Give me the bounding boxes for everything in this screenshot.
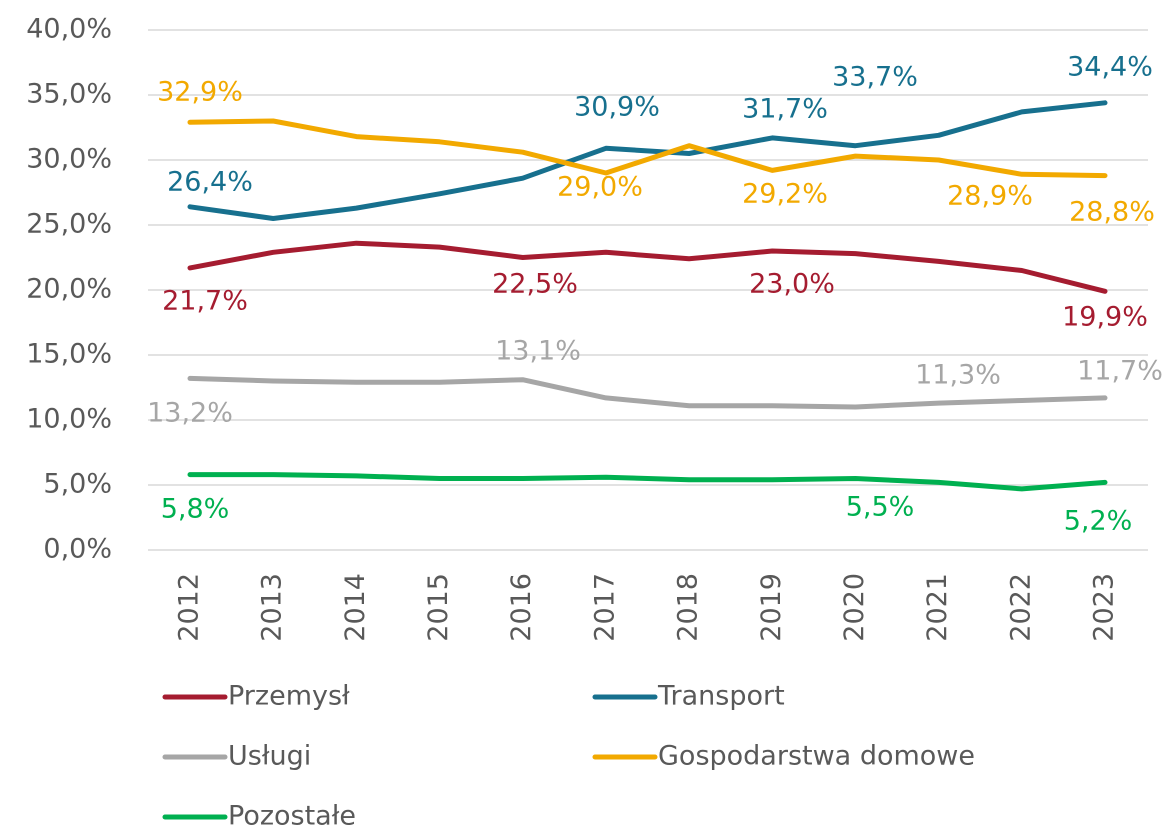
data-label: 19,9%	[1062, 302, 1148, 333]
x-tick-label: 2021	[922, 573, 953, 642]
data-label: 5,5%	[846, 492, 915, 523]
series-line	[187, 472, 1108, 492]
y-tick-label: 30,0%	[26, 144, 112, 175]
y-tick-label: 5,0%	[43, 469, 112, 500]
series-line	[187, 240, 1108, 294]
x-tick-label: 2016	[506, 573, 537, 642]
data-label: 31,7%	[742, 94, 828, 125]
x-tick-label: 2012	[174, 573, 205, 642]
x-tick-label: 2019	[756, 573, 787, 642]
data-label: 23,0%	[749, 269, 835, 300]
legend-label: Gospodarstwa domowe	[658, 741, 975, 772]
y-tick-label: 10,0%	[26, 404, 112, 435]
legend-label: Usługi	[228, 741, 311, 772]
data-label: 13,2%	[147, 398, 233, 429]
data-label: 33,7%	[832, 62, 918, 93]
data-label: 22,5%	[492, 269, 578, 300]
data-label: 11,3%	[915, 360, 1001, 391]
data-label: 26,4%	[167, 167, 253, 198]
series-line	[187, 375, 1108, 410]
data-label: 5,8%	[161, 494, 230, 525]
series-line	[187, 100, 1108, 221]
data-label: 29,2%	[742, 179, 828, 210]
data-label: 29,0%	[557, 172, 643, 203]
y-tick-label: 40,0%	[26, 14, 112, 45]
legend-label: Transport	[657, 681, 785, 712]
y-tick-label: 15,0%	[26, 339, 112, 370]
legend-label: Pozostałe	[228, 801, 356, 832]
x-tick-label: 2013	[257, 573, 288, 642]
data-label: 30,9%	[574, 92, 660, 123]
data-label: 34,4%	[1067, 52, 1153, 83]
data-label: 28,9%	[947, 181, 1033, 212]
x-tick-label: 2018	[673, 573, 704, 642]
data-label: 11,7%	[1077, 356, 1163, 387]
series-line	[187, 118, 1108, 179]
legend-label: Przemysł	[228, 681, 350, 712]
y-tick-label: 25,0%	[26, 209, 112, 240]
x-tick-label: 2015	[423, 573, 454, 642]
x-tick-label: 2017	[589, 573, 620, 642]
y-tick-label: 0,0%	[43, 534, 112, 565]
x-tick-label: 2020	[839, 573, 870, 642]
data-label: 28,8%	[1069, 197, 1155, 228]
x-tick-label: 2022	[1005, 573, 1036, 642]
data-label: 32,9%	[157, 77, 243, 108]
data-label: 5,2%	[1064, 506, 1133, 537]
data-label: 13,1%	[495, 336, 581, 367]
y-tick-label: 35,0%	[26, 79, 112, 110]
x-tick-label: 2014	[340, 573, 371, 642]
data-label: 21,7%	[162, 286, 248, 317]
y-tick-label: 20,0%	[26, 274, 112, 305]
x-tick-label: 2023	[1089, 573, 1120, 642]
